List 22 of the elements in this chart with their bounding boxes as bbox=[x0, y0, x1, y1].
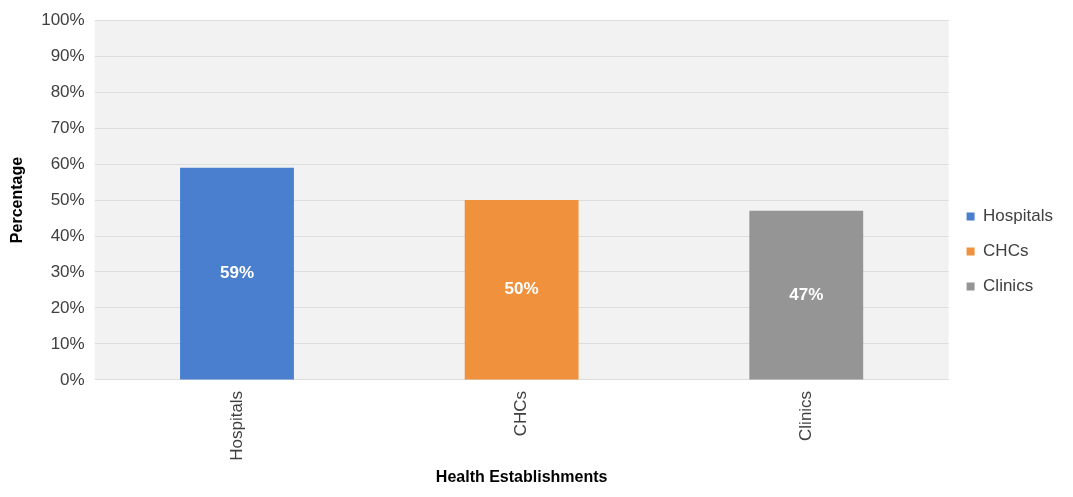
x-tick-label: Clinics bbox=[795, 390, 815, 441]
x-tick-label: Hospitals bbox=[226, 390, 246, 461]
y-tick-label: 10% bbox=[50, 333, 85, 353]
y-tick-label: 0% bbox=[60, 369, 85, 389]
y-tick-label: 40% bbox=[50, 225, 85, 245]
data-label: 59% bbox=[219, 263, 255, 283]
y-tick-label: 30% bbox=[50, 261, 85, 281]
y-tick-label: 100% bbox=[41, 9, 85, 29]
y-tick-label: 20% bbox=[50, 297, 85, 317]
data-label: 47% bbox=[789, 284, 824, 304]
y-tick-label: 50% bbox=[50, 189, 85, 209]
legend-label: Hospitals bbox=[983, 206, 1053, 226]
y-tick-label: 60% bbox=[50, 153, 85, 173]
legend-label: Clinics bbox=[983, 276, 1034, 296]
x-tick-label: CHCs bbox=[511, 390, 531, 437]
data-label: 50% bbox=[504, 279, 539, 299]
y-tick-label: 70% bbox=[50, 117, 85, 137]
y-axis-title: Percentage bbox=[8, 156, 26, 244]
x-axis-title: Health Establishments bbox=[435, 467, 608, 485]
legend-label: CHCs bbox=[983, 241, 1029, 261]
y-tick-label: 80% bbox=[50, 81, 85, 101]
y-tick-label: 90% bbox=[50, 45, 85, 65]
